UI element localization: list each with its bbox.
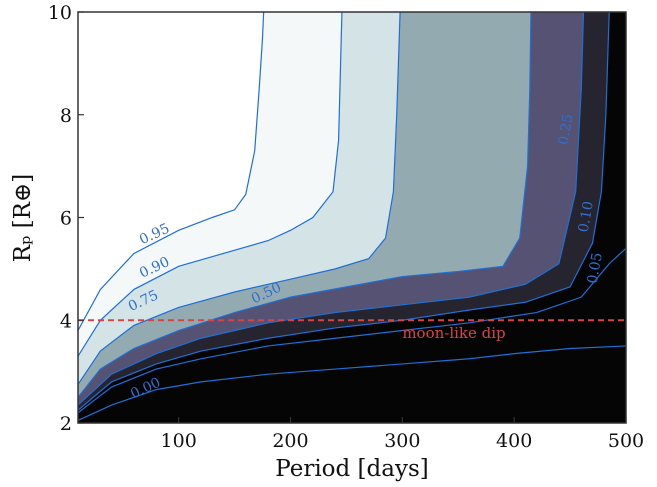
y-tick-label: 4 (60, 310, 72, 332)
moon-like-dip-annotation: moon-like dip (78, 319, 626, 342)
x-axis-label: Period [days] (275, 456, 428, 482)
contour-line-0.75 (78, 12, 401, 385)
x-tick-label: 300 (384, 430, 420, 452)
contour-line-0.10 (78, 12, 610, 411)
contour-label-0.05: 0.05 (585, 251, 606, 284)
y-axis-ticks: 2 4 6 8 10 (48, 2, 84, 435)
y-tick-label: 8 (60, 105, 72, 127)
x-tick-label: 400 (496, 430, 532, 452)
y-tick-label: 2 (60, 413, 72, 435)
contour-label-0.25: 0.25 (556, 113, 577, 146)
contour-lines (78, 12, 626, 421)
contour-line-0.25 (78, 12, 585, 406)
contour-line-0.95 (78, 12, 265, 331)
y-axis-label: Rₚ [R⊕] (10, 174, 36, 262)
contour-line-0.00 (78, 345, 626, 421)
region-below-0.00 (78, 345, 626, 423)
contour-fills (78, 12, 626, 423)
x-tick-label: 200 (272, 430, 308, 452)
contour-line-0.90 (78, 12, 343, 357)
contour-label-0.10: 0.10 (576, 200, 597, 233)
contour-line-0.05 (78, 247, 626, 414)
x-tick-label: 100 (161, 430, 197, 452)
y-tick-label: 6 (60, 208, 72, 230)
x-axis-ticks: 100 200 300 400 500 (161, 417, 644, 452)
x-tick-label: 500 (608, 430, 644, 452)
dip-label: moon-like dip (402, 324, 505, 342)
contour-line-0.50 (78, 12, 532, 398)
y-tick-label: 10 (48, 2, 72, 24)
